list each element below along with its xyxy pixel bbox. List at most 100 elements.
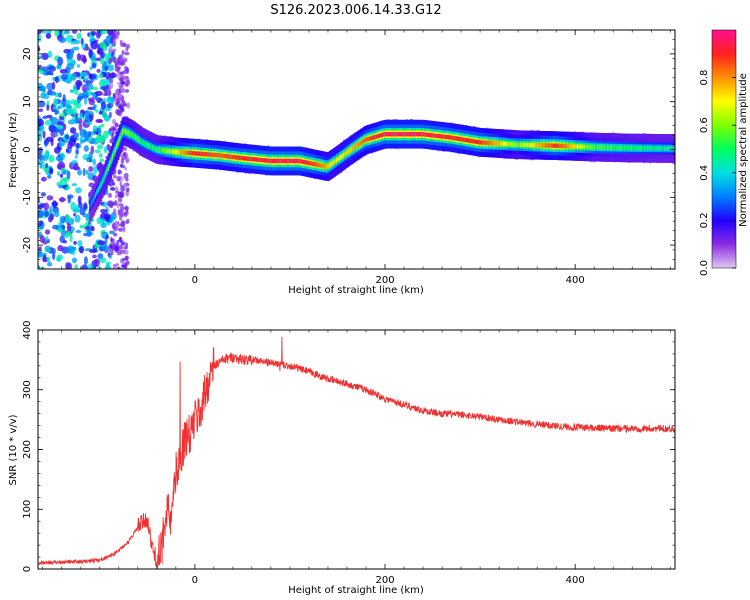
colorbar: 0.0 0.2 0.4 0.6 0.8 Normalized spectral ampl… xyxy=(699,30,749,276)
noise-blob xyxy=(72,47,79,51)
noise-blob xyxy=(92,63,97,69)
noise-blob xyxy=(125,84,128,88)
noise-blob xyxy=(99,111,103,115)
noise-blob xyxy=(112,72,115,77)
noise-blob xyxy=(107,193,111,197)
noise-blob xyxy=(72,246,76,250)
noise-blob xyxy=(72,257,77,263)
noise-blob xyxy=(84,145,89,152)
noise-blob xyxy=(83,168,86,176)
noise-blob xyxy=(66,149,69,152)
noise-blob xyxy=(126,187,130,191)
noise-blob xyxy=(102,78,108,86)
noise-blob xyxy=(124,147,127,152)
noise-blob xyxy=(109,128,112,131)
noise-blob xyxy=(112,183,115,186)
noise-blob xyxy=(55,133,59,137)
noise-blob xyxy=(108,58,112,64)
noise-blob xyxy=(57,258,61,262)
snr-ylabel: SNR (10 * v/v) xyxy=(8,414,19,485)
noise-blob xyxy=(117,221,120,227)
noise-blob xyxy=(110,217,113,223)
noise-blob xyxy=(88,49,93,58)
y-tick-label: 10 xyxy=(22,95,33,108)
noise-blob xyxy=(83,202,87,209)
noise-blob xyxy=(76,82,80,90)
colorbar-tick-label: 0.6 xyxy=(699,117,710,133)
y-tick-label: 20 xyxy=(22,48,33,61)
noise-blob xyxy=(49,167,53,174)
noise-blob xyxy=(67,142,72,149)
noise-blob xyxy=(114,246,119,251)
noise-blob xyxy=(101,101,106,109)
noise-blob xyxy=(48,66,56,72)
noise-blob xyxy=(84,97,87,105)
noise-blob xyxy=(110,82,114,89)
noise-blob xyxy=(70,127,76,133)
snr-axes: 0 200 4000100200300400 xyxy=(22,320,675,586)
noise-blob xyxy=(60,69,67,74)
noise-blob xyxy=(96,119,102,122)
noise-blob xyxy=(97,217,102,224)
noise-blob xyxy=(38,147,43,155)
noise-blob xyxy=(43,255,47,261)
noise-blob xyxy=(75,187,82,193)
noise-blob xyxy=(60,235,65,243)
noise-blob xyxy=(57,171,60,176)
noise-blob xyxy=(77,96,83,100)
noise-blob xyxy=(46,71,53,75)
noise-blob xyxy=(100,86,107,90)
noise-blob xyxy=(43,202,49,210)
noise-blob xyxy=(124,249,129,254)
noise-blob xyxy=(102,233,107,236)
noise-blob xyxy=(110,187,115,191)
y-tick-label: 0 xyxy=(22,146,33,152)
noise-blob xyxy=(88,131,91,137)
spectrogram-heatmap xyxy=(34,28,677,273)
noise-blob xyxy=(121,246,126,249)
y-tick-label: 200 xyxy=(22,440,33,459)
noise-blob xyxy=(72,183,77,186)
noise-blob xyxy=(61,168,66,172)
noise-blob xyxy=(75,149,79,155)
noise-blob xyxy=(57,65,61,69)
noise-blob xyxy=(125,47,128,51)
noise-blob xyxy=(123,183,128,187)
noise-blob xyxy=(124,167,127,171)
noise-blob xyxy=(127,102,130,109)
noise-blob xyxy=(52,248,55,254)
noise-blob xyxy=(73,241,77,245)
noise-blob xyxy=(75,155,78,159)
noise-blob xyxy=(47,262,52,266)
noise-blob xyxy=(95,109,98,113)
x-tick-label: 0 xyxy=(192,275,198,286)
noise-blob xyxy=(106,235,109,239)
noise-blob xyxy=(46,115,52,119)
noise-blob xyxy=(65,135,70,140)
noise-blob xyxy=(55,76,59,83)
noise-blob xyxy=(118,104,122,109)
noise-blob xyxy=(70,202,76,211)
noise-blob xyxy=(39,125,44,131)
noise-blob xyxy=(113,93,116,98)
noise-blob xyxy=(78,196,82,204)
noise-blob xyxy=(94,149,100,153)
y-tick-label: -10 xyxy=(22,189,33,205)
noise-blob xyxy=(55,110,59,115)
noise-blob xyxy=(66,186,70,190)
noise-blob xyxy=(77,169,82,175)
noise-blob xyxy=(38,232,42,237)
noise-blob xyxy=(60,178,67,186)
noise-blob xyxy=(112,223,116,230)
noise-blob xyxy=(88,97,95,101)
noise-blob xyxy=(113,208,116,214)
noise-blob xyxy=(46,104,49,110)
noise-blob xyxy=(99,73,104,78)
noise-blob xyxy=(46,33,51,39)
noise-blob xyxy=(125,159,129,163)
snr-xlabel: Height of straight line (km) xyxy=(288,585,424,596)
noise-blob xyxy=(117,170,122,175)
noise-blob xyxy=(120,165,125,169)
noise-blob xyxy=(112,34,116,38)
